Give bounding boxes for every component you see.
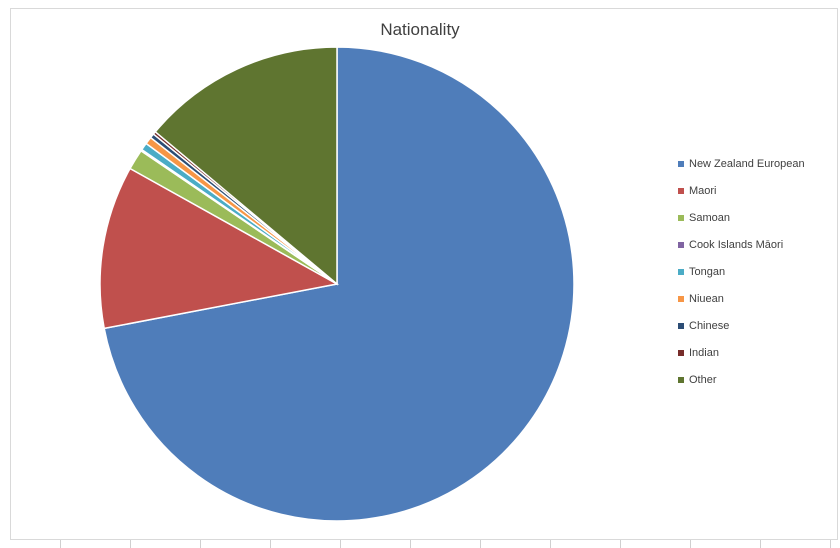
legend-swatch bbox=[678, 268, 684, 275]
legend-swatch bbox=[678, 241, 684, 248]
legend-swatch bbox=[678, 214, 684, 221]
legend-item: Indian bbox=[678, 339, 805, 366]
legend-label: Cook Islands Māori bbox=[689, 238, 784, 251]
legend-item: Cook Islands Māori bbox=[678, 231, 805, 258]
pie-slice-8 bbox=[154, 46, 338, 286]
legend-label: New Zealand European bbox=[689, 157, 805, 170]
legend-label: Niuean bbox=[689, 292, 724, 305]
chart-title: Nationality bbox=[380, 20, 460, 39]
legend-swatch bbox=[678, 295, 684, 302]
legend-item: Other bbox=[678, 366, 805, 393]
legend-item: Maori bbox=[678, 177, 805, 204]
legend-item: Niuean bbox=[678, 285, 805, 312]
legend-swatch bbox=[678, 187, 684, 194]
legend-swatch bbox=[678, 322, 684, 329]
pie-slice-1 bbox=[99, 167, 340, 330]
pie-slice-0 bbox=[103, 46, 575, 522]
legend-swatch bbox=[678, 349, 684, 356]
legend-swatch bbox=[678, 376, 684, 383]
legend-item: Samoan bbox=[678, 204, 805, 231]
legend-item: Chinese bbox=[678, 312, 805, 339]
legend-swatch bbox=[678, 160, 684, 167]
legend-label: Maori bbox=[689, 184, 717, 197]
chart-legend: New Zealand European Maori Samoan Cook Isla… bbox=[678, 150, 805, 393]
legend-label: Tongan bbox=[689, 265, 726, 278]
legend-label: Other bbox=[689, 373, 717, 386]
legend-label: Samoan bbox=[689, 211, 730, 224]
legend-item: Tongan bbox=[678, 258, 805, 285]
legend-label: Chinese bbox=[689, 319, 730, 332]
legend-item: New Zealand European bbox=[678, 150, 805, 177]
axis-ticks bbox=[0, 540, 840, 548]
legend-label: Indian bbox=[689, 346, 719, 359]
